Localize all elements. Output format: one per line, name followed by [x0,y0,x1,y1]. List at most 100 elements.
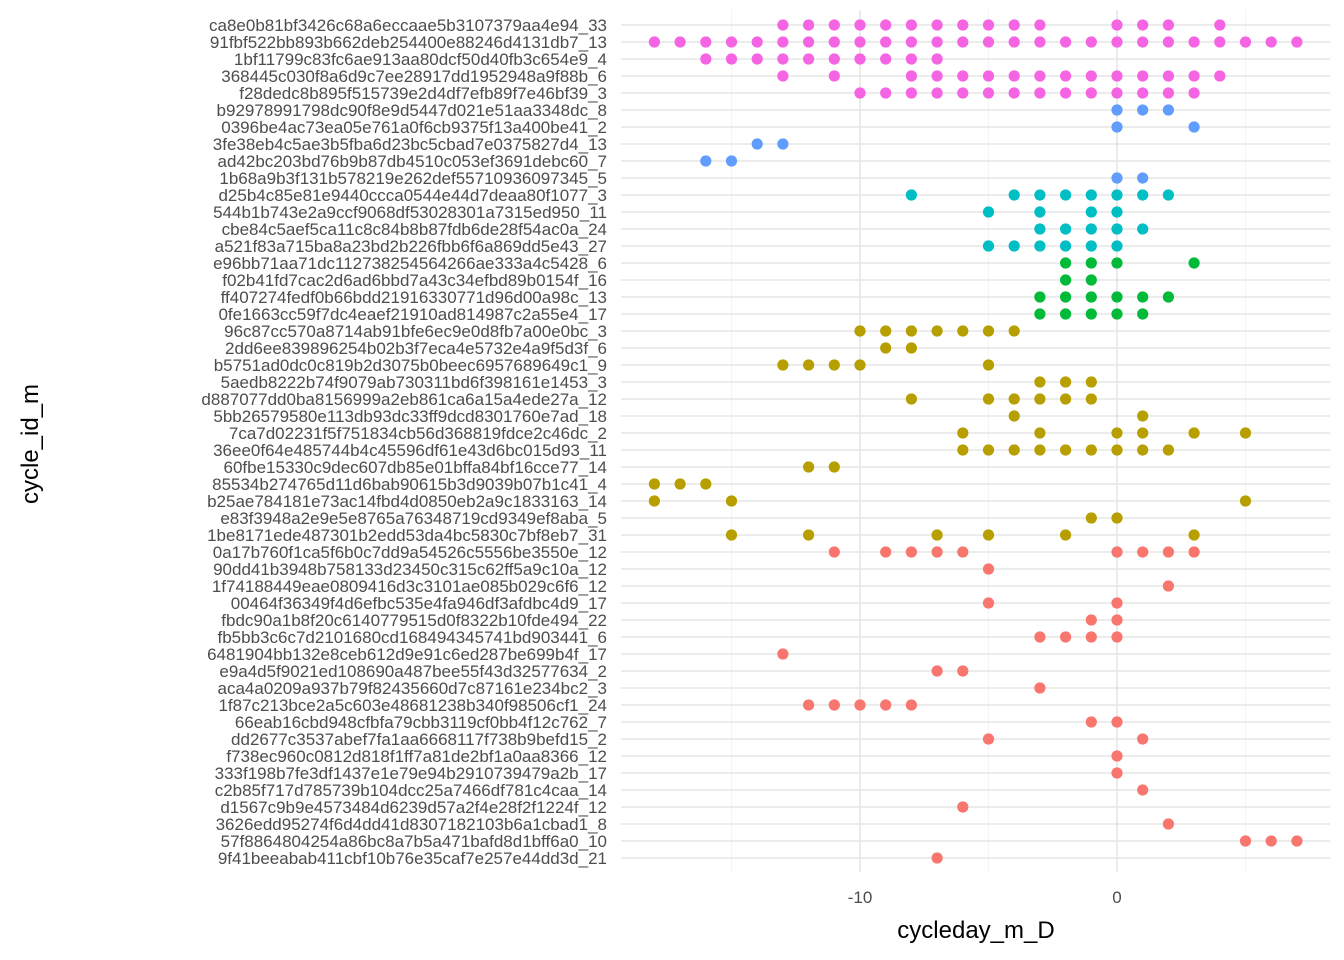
y-tick-label: e9a4d5f9021ed108690a487bee55f43d32577634… [219,662,607,681]
data-point [1137,36,1149,48]
data-point [905,87,918,99]
data-point [648,478,661,490]
data-point [1162,87,1174,99]
y-tick-label: e83f3948a2e9e5e8765a76348719cd9349ef8aba… [220,509,607,528]
data-point [828,19,840,31]
data-point [1085,716,1097,728]
data-point [982,444,995,456]
data-point [1137,70,1149,82]
x-axis-title: cycleday_m_D [897,917,1054,944]
data-point [1111,223,1123,235]
data-point [1034,19,1046,31]
data-point [1034,189,1046,201]
data-point [854,36,866,48]
y-tick-label: aca4a0209a937b79f82435660d7c87161e234bc2… [218,679,608,698]
data-point [1008,70,1020,82]
y-tick-label: 2dd6ee839896254b02b3f7eca4e5732e4a9f5d3f… [225,339,607,358]
data-point [1162,70,1174,82]
y-axis-title: cycle_id_m [17,384,44,504]
data-point [1060,631,1072,643]
data-point [1137,104,1149,116]
data-point [700,53,712,65]
data-point [1188,529,1200,541]
y-tick-label: 6481904bb132e8ceb612d9e91c6ed287be699b4f… [207,645,607,664]
y-tick-label: a521f83a715ba8a23bd2b226fbb6f6a869dd5e43… [215,237,607,256]
data-point [931,325,943,337]
data-point [828,359,840,371]
data-point [777,36,789,48]
data-point [1111,36,1123,48]
y-tick-label: 368445c030f8a6d9c7ee28917dd1952948a9f88b… [221,67,607,86]
data-point [931,852,943,864]
y-tick-label: 1f74188449eae0809416d3c3101ae085b029c6f6… [212,577,607,596]
data-point [1111,631,1123,643]
data-point [1060,529,1072,541]
data-point [905,393,918,405]
data-point [1111,206,1123,218]
data-point [725,36,738,48]
data-point [803,36,815,48]
data-point [1085,393,1097,405]
data-point [751,36,763,48]
data-point [1060,274,1072,286]
y-tick-label: 85534b274765d11d6bab90615b3d9039b07b1c41… [212,475,607,494]
y-tick-label: 96c87cc570a8714ab91bfe6ec9e0d8fb7a00e0bc… [224,322,607,341]
data-point [1111,427,1123,439]
data-point [1085,291,1097,303]
data-point [1111,87,1123,99]
data-point [1008,36,1020,48]
data-point [1111,189,1123,201]
data-point [880,546,892,558]
data-point [751,53,763,65]
data-point [777,648,789,660]
data-point [1137,444,1149,456]
data-point [982,325,995,337]
data-point [931,19,943,31]
data-point [1188,427,1200,439]
data-point [828,699,840,711]
y-tick-label: 00464f36349f4d6efbc535e4fa946df3afdbc4d9… [231,594,607,613]
y-tick-label: d887077dd0ba8156999a2eb861ca6a15a4ede27a… [201,390,607,409]
data-point [1034,631,1046,643]
data-point [1085,206,1097,218]
data-point [1085,444,1097,456]
data-point [828,461,840,473]
y-tick-label: d25b4c85e81e9440ccca0544e44d7deaa80f1077… [218,186,607,205]
data-point [982,529,995,541]
y-tick-label: cbe84c5aef5ca11c8c84b8b87fdb6de28f54ac0a… [222,220,607,239]
y-tick-label: b5751ad0dc0c819b2d3075b0beec6957689649c1… [214,356,607,375]
data-point [1214,19,1226,31]
data-point [777,138,789,150]
data-point [1111,172,1123,184]
data-point [1188,36,1200,48]
data-point [1060,308,1072,320]
data-point [700,478,712,490]
data-point [1085,223,1097,235]
data-point [1137,19,1149,31]
data-point [803,359,815,371]
data-point [1137,427,1149,439]
data-point [1137,189,1149,201]
data-point [905,699,918,711]
data-point [957,36,969,48]
data-point [1111,546,1123,558]
data-point [1291,36,1303,48]
y-tick-label: 57f8864804254a86bc8a7b5a471bafd8d1bff6a0… [221,832,607,851]
data-point [1085,257,1097,269]
data-point [1111,614,1123,626]
data-point [982,19,995,31]
data-point [828,546,840,558]
data-point [957,444,969,456]
data-point [957,87,969,99]
data-point [982,36,995,48]
data-point [777,70,789,82]
data-point [1188,87,1200,99]
data-point [1111,767,1123,779]
data-point [854,87,866,99]
data-point [1034,308,1046,320]
y-tick-label: 91fbf522bb893b662deb254400e88246d4131db7… [210,33,607,52]
data-point [1137,546,1149,558]
data-point [1060,257,1072,269]
data-point [957,546,969,558]
data-point [1111,308,1123,320]
